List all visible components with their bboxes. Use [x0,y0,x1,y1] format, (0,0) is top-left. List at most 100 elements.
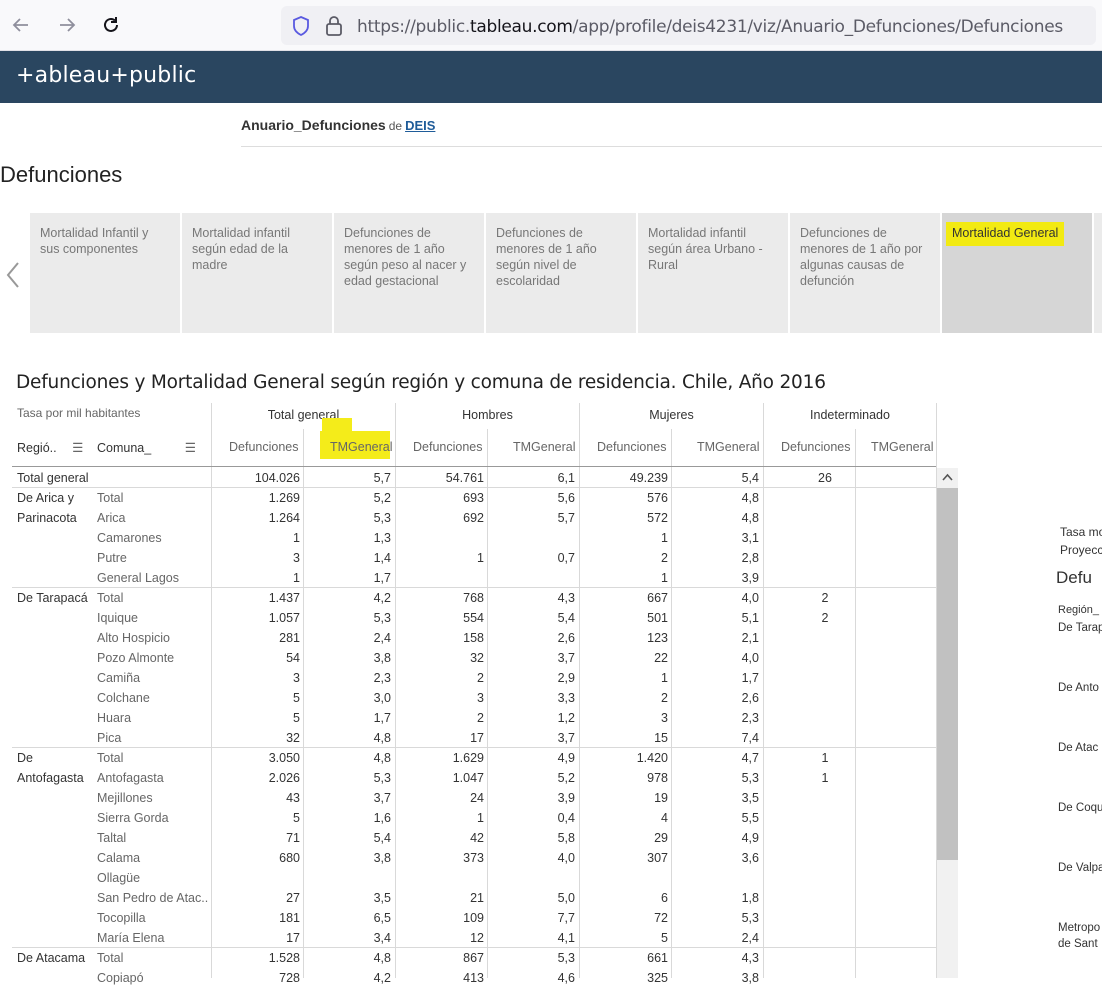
value-cell: 413 [463,971,484,985]
url-bar[interactable]: https://public.tableau.com/app/profile/d… [281,6,1096,45]
reload-icon[interactable] [98,12,124,38]
value-cell: 1.437 [268,591,300,605]
value-cell: 1.629 [452,751,484,765]
sort-icon[interactable]: ☰ [72,441,84,455]
value-cell: 680 [279,851,300,865]
value-cell: 1 [477,551,484,565]
table-row[interactable]: Camiña 3 2,3 2 2,9 1 1,7 [0,668,936,688]
table-row[interactable]: Copiapó 728 4,2 413 4,6 325 3,8 [0,968,936,988]
value-cell: 2 [821,591,829,605]
side-region: Metropo [1058,922,1101,934]
value-cell: 4,8 [741,511,759,525]
table-row[interactable]: Pozo Almonte 54 3,8 32 3,7 22 4,0 [0,648,936,668]
table-row[interactable]: Iquique 1.057 5,3 554 5,4 501 5,1 2 [0,608,936,628]
comuna-cell: Pica [97,731,122,745]
sort-icon[interactable]: ☰ [184,441,196,455]
value-cell: 5,2 [373,491,391,505]
value-cell: 4,6 [557,971,575,985]
value-cell: 2,6 [557,631,575,645]
comuna-header[interactable]: Comuna_ ☰ [97,441,196,455]
value-cell: 32 [470,651,484,665]
table-row[interactable]: Camarones 1 1,3 1 3,1 [0,528,936,548]
comuna-cell: Taltal [97,831,127,845]
comuna-cell: Alto Hospicio [97,631,170,645]
scrollbar-thumb[interactable] [937,488,958,860]
tab-escolaridad[interactable]: Defunciones de menores de 1 año según ni… [486,213,636,333]
value-cell: 4,8 [373,751,391,765]
value-cell: 4,2 [373,971,391,985]
table-row[interactable]: Ollagüe [0,868,936,888]
region-cell: De Tarapacá [17,591,88,605]
table-row[interactable]: San Pedro de Atac.. 27 3,5 21 5,0 6 1,8 [0,888,936,908]
chevron-left-icon[interactable] [4,261,22,289]
table-row[interactable]: De Total 3.050 4,8 1.629 4,9 1.420 4,7 1 [0,747,936,768]
table-row[interactable]: Mejillones 43 3,7 24 3,9 19 3,5 [0,788,936,808]
value-cell: 1,7 [373,711,391,725]
value-cell: 5 [661,931,668,945]
tab-causas[interactable]: Defunciones de menores de 1 año por algu… [790,213,940,333]
value-cell: 1 [661,531,668,545]
table-row[interactable]: Huara 5 1,7 2 1,2 3 2,3 [0,708,936,728]
value-cell: 22 [654,651,668,665]
back-icon[interactable] [8,12,34,38]
table-row[interactable]: Putre 3 1,4 1 0,7 2 2,8 [0,548,936,568]
table-row[interactable]: Alto Hospicio 281 2,4 158 2,6 123 2,1 [0,628,936,648]
table-row[interactable]: De Arica y Total 1.269 5,2 693 5,6 576 4,8 [0,487,936,508]
value-cell: 17 [470,731,484,745]
browser-toolbar: https://public.tableau.com/app/profile/d… [0,0,1102,51]
tab-peso-nacer[interactable]: Defunciones de menores de 1 año según pe… [334,213,484,333]
table-row[interactable]: De Tarapacá Total 1.437 4,2 768 4,3 667 4,0 2 [0,587,936,608]
col-defunciones: Defunciones [413,440,483,454]
tab-next[interactable] [1094,213,1102,333]
value-cell: 1 [821,751,829,765]
table-row[interactable]: Tocopilla 181 6,5 109 7,7 72 5,3 [0,908,936,928]
table-row[interactable]: María Elena 17 3,4 12 4,1 5 2,4 [0,928,936,948]
table-row[interactable]: Colchane 5 3,0 3 3,3 2 2,6 [0,688,936,708]
comuna-cell: Pozo Almonte [97,651,175,665]
tab-edad-madre[interactable]: Mortalidad infantil según edad de la mad… [182,213,332,333]
table-row[interactable]: Parinacota Arica 1.264 5,3 692 5,7 572 4,8 [0,508,936,528]
value-cell: 2 [661,691,668,705]
shield-icon[interactable] [291,15,311,42]
workbook-name: Anuario_Defunciones [241,117,386,133]
value-cell: 1.528 [268,951,300,965]
value-cell: 26 [818,471,832,485]
table-row[interactable]: Total general 104.026 5,7 54.761 6,1 49.239 5,… [0,468,936,488]
value-cell: 2,3 [741,711,759,725]
side-region: De Anto [1058,682,1099,694]
table-row[interactable]: Sierra Gorda 5 1,6 1 0,4 4 5,5 [0,808,936,828]
region-cell: Parinacota [17,511,77,525]
scroll-up-icon[interactable] [942,473,953,481]
region-header[interactable]: Regió.. ☰ [17,441,84,455]
value-cell: 1,7 [741,671,759,685]
author-link[interactable]: DEIS [405,118,436,133]
table-row[interactable]: Calama 680 3,8 373 4,0 307 3,6 [0,848,936,868]
tableau-public-logo[interactable]: +ableau+public [16,63,197,88]
value-cell: 373 [463,851,484,865]
value-cell: 1 [661,671,668,685]
value-cell: 3,8 [373,651,391,665]
comuna-cell: Total [97,751,124,765]
tab-urbano-rural[interactable]: Mortalidad infantil según área Urbano - … [638,213,788,333]
table-row[interactable]: General Lagos 1 1,7 1 3,9 [0,568,936,588]
tab-mortalidad-infantil[interactable]: Mortalidad Infantil y sus componentes [30,213,180,333]
rate-note: Tasa por mil habitantes [17,406,141,420]
table-row[interactable]: Taltal 71 5,4 42 5,8 29 4,9 [0,828,936,848]
value-cell: 2,4 [741,931,759,945]
value-cell: 325 [647,971,668,985]
value-cell: 1 [661,571,668,585]
value-cell: 1.269 [268,491,300,505]
table-row[interactable]: Pica 32 4,8 17 3,7 15 7,4 [0,728,936,748]
tab-mortalidad-general[interactable]: Mortalidad General [942,213,1092,333]
value-cell: 49.239 [629,471,668,485]
forward-icon[interactable] [54,12,80,38]
table-row[interactable]: Antofagasta Antofagasta 2.026 5,3 1.047 5,2 97… [0,768,936,788]
comuna-cell: Camarones [97,531,162,545]
table-row[interactable]: De Atacama Total 1.528 4,8 867 5,3 661 4,3 [0,947,936,968]
highlight-mark [320,431,390,459]
lock-icon[interactable] [325,15,343,42]
value-cell: 4,8 [741,491,759,505]
comuna-cell: Ollagüe [97,871,141,885]
value-cell: 5,7 [557,511,575,525]
comuna-cell: Total [97,591,124,605]
